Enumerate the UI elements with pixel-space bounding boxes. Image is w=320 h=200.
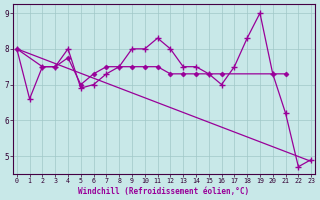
- X-axis label: Windchill (Refroidissement éolien,°C): Windchill (Refroidissement éolien,°C): [78, 187, 250, 196]
